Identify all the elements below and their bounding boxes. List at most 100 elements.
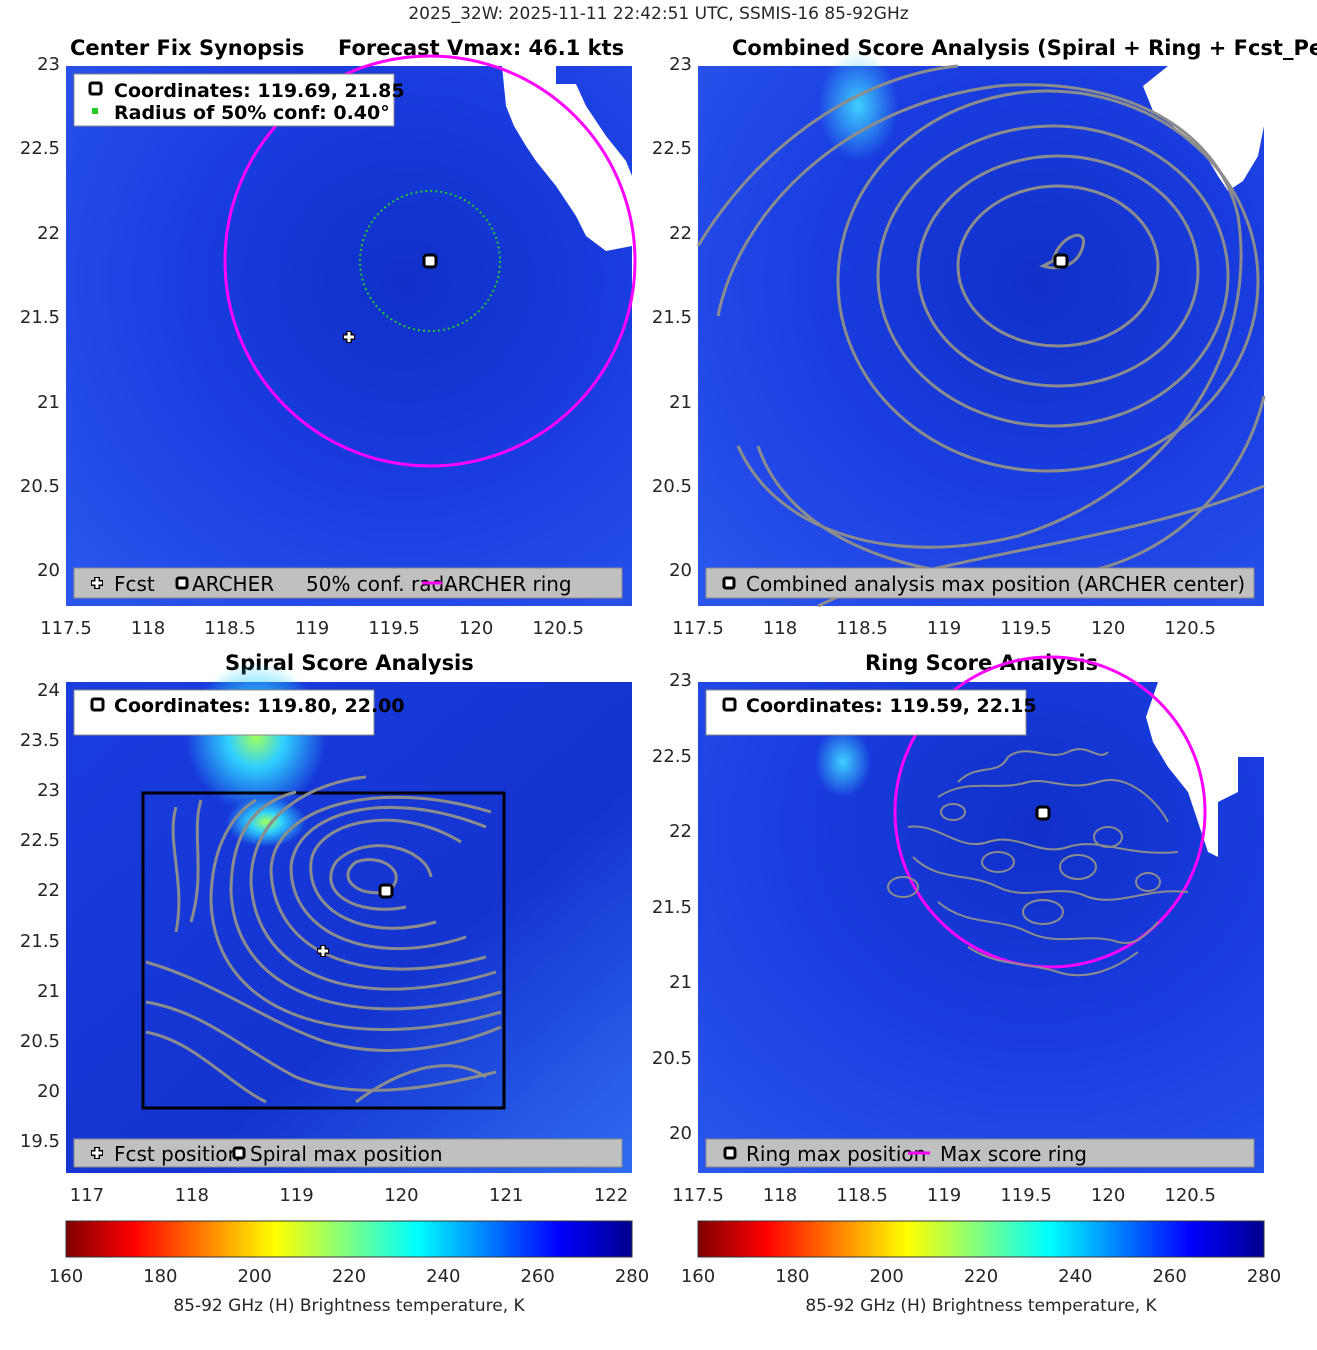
spiral-xtick: 117 <box>69 1185 105 1206</box>
colorbar-right-tick: 180 <box>775 1266 810 1287</box>
land-patch <box>1143 66 1264 191</box>
synopsis-vmax: Forecast Vmax: 46.1 kts <box>338 36 625 60</box>
ring-coords: Coordinates: 119.59, 22.15 <box>746 695 1037 717</box>
legend-fcst-icon <box>91 577 103 589</box>
ring-contours <box>887 748 1189 977</box>
ring-title: Ring Score Analysis <box>865 651 1099 675</box>
colorbar-left <box>65 1220 633 1258</box>
colorbar-left-tick: 260 <box>520 1266 555 1287</box>
spiral-max-marker <box>378 883 394 899</box>
spiral-contours <box>145 775 502 1104</box>
synopsis-plot: Coordinates: 119.69, 21.85 Radius of 50%… <box>66 54 637 606</box>
ring-ytick: 23 <box>669 670 692 691</box>
combined-ytick: 21.5 <box>651 307 692 329</box>
combined-xtick: 119 <box>926 618 962 639</box>
combined-ytick: 23 <box>669 54 692 75</box>
synopsis-conf: Radius of 50% conf: 0.40° <box>114 102 390 124</box>
ring-xtick: 119.5 <box>1000 1185 1052 1206</box>
combined-xtick: 120 <box>1090 618 1126 639</box>
legend-fcst: Fcst <box>114 572 155 596</box>
ring-max-marker <box>1035 805 1051 821</box>
ring-info-box <box>705 689 1027 736</box>
spiral-ytick: 21 <box>37 980 60 1002</box>
synopsis-xtick: 118.5 <box>204 618 256 639</box>
colorbar-right-tick: 220 <box>963 1266 999 1287</box>
colorbar-right-label: 85-92 GHz (H) Brightness temperature, K <box>805 1296 1157 1316</box>
spiral-fcst-marker <box>317 945 329 957</box>
spiral-ytick: 23 <box>37 780 60 802</box>
spiral-ytick: 21.5 <box>19 930 60 952</box>
combined-contours <box>696 64 1266 608</box>
colorbar-right-tick: 260 <box>1152 1266 1187 1287</box>
spiral-ytick: 24 <box>37 680 60 702</box>
cold-cloud-patch <box>186 662 326 812</box>
spiral-plot: Coordinates: 119.80, 22.00 Fcst position… <box>66 662 632 1173</box>
combined-xtick: 120.5 <box>1164 618 1216 639</box>
combined-xtick: 119.5 <box>1000 618 1052 639</box>
synopsis-ytick: 20 <box>37 560 60 582</box>
legend-fcst-position: Fcst position <box>114 1142 240 1166</box>
ring-xtick: 120.5 <box>1164 1185 1216 1206</box>
combined-ytick: 20 <box>669 560 692 582</box>
legend-ring-max: Ring max position <box>746 1142 926 1166</box>
colorbar-right-tick: 240 <box>1058 1266 1093 1287</box>
legend-spiral-max: Spiral max position <box>250 1142 443 1166</box>
figure-suptitle: 2025_32W: 2025-11-11 22:42:51 UTC, SSMIS… <box>408 4 909 24</box>
legend-archer: ARCHER <box>192 572 274 596</box>
ring-xtick: 118 <box>762 1185 798 1206</box>
spiral-ytick: 19.5 <box>19 1130 60 1152</box>
spiral-ytick: 22 <box>37 880 60 902</box>
spiral-ytick: 22.5 <box>19 830 60 852</box>
legend-max-score-ring: Max score ring <box>940 1142 1087 1166</box>
spiral-xtick: 121 <box>489 1185 524 1206</box>
colorbar-left-tick: 160 <box>48 1266 84 1287</box>
synopsis-ytick: 22.5 <box>19 138 60 160</box>
conf-marker-icon <box>92 108 98 114</box>
spiral-search-box <box>141 791 506 1110</box>
colorbar-left-tick: 200 <box>237 1266 272 1287</box>
synopsis-xtick: 120.5 <box>532 618 584 639</box>
ring-xtick: 118.5 <box>836 1185 888 1206</box>
colorbar-left-tick: 180 <box>143 1266 178 1287</box>
legend-fcst-icon <box>91 1147 103 1159</box>
synopsis-info-box <box>73 73 395 127</box>
archer-ring <box>223 54 637 468</box>
ring-legend <box>705 1138 1255 1168</box>
ring-ytick: 20 <box>669 1123 692 1145</box>
legend-ring-max-icon <box>723 1146 737 1160</box>
ring-ytick: 21 <box>669 972 692 994</box>
combined-ytick: 22 <box>669 222 692 244</box>
synopsis-xtick: 119.5 <box>368 618 420 639</box>
colorbar-left-tick: 280 <box>614 1266 650 1287</box>
combined-xtick: 118.5 <box>836 618 888 639</box>
synopsis-ytick: 22 <box>37 222 60 244</box>
spiral-xtick: 120 <box>384 1185 419 1206</box>
ring-plot: Coordinates: 119.59, 22.15 Ring max posi… <box>698 655 1264 1173</box>
legend-archer-icon <box>175 576 189 590</box>
synopsis-xtick: 119 <box>294 618 330 639</box>
spiral-info-box <box>73 689 375 736</box>
cold-cloud-patch <box>815 727 871 797</box>
combined-max-marker <box>1053 253 1069 269</box>
spiral-ytick: 20.5 <box>19 1030 60 1052</box>
synopsis-coords: Coordinates: 119.69, 21.85 <box>114 80 405 102</box>
combined-ytick: 22.5 <box>651 138 692 160</box>
spiral-coords: Coordinates: 119.80, 22.00 <box>114 695 405 717</box>
ring-ytick: 22 <box>669 821 692 843</box>
combined-xtick: 118 <box>762 618 798 639</box>
spiral-ytick: 23.5 <box>19 730 60 752</box>
coord-marker-icon <box>722 697 737 712</box>
legend-ring: ARCHER ring <box>444 572 572 596</box>
synopsis-xtick: 118 <box>130 618 166 639</box>
land-patch <box>502 66 632 251</box>
synopsis-ytick: 21.5 <box>19 307 60 329</box>
colorbar-left-tick: 220 <box>331 1266 367 1287</box>
colorbar-left-label: 85-92 GHz (H) Brightness temperature, K <box>173 1296 525 1316</box>
synopsis-title: Center Fix Synopsis <box>70 36 305 60</box>
synopsis-legend <box>73 567 623 599</box>
combined-ytick: 20.5 <box>651 475 692 497</box>
ring-xtick: 119 <box>926 1185 962 1206</box>
combined-xtick: 117.5 <box>672 618 724 639</box>
colorbar-right-tick: 160 <box>680 1266 716 1287</box>
synopsis-ytick: 23 <box>37 54 60 75</box>
